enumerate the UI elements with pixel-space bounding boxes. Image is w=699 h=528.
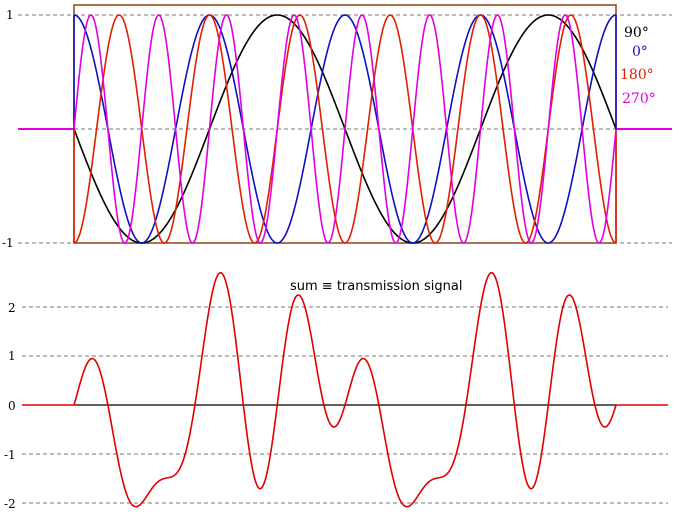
- legend-0deg: 0°: [632, 44, 648, 60]
- top-ytick-label-1: 1: [6, 8, 14, 22]
- top-ytick-label-neg1: -1: [2, 236, 14, 250]
- bottom-ytick-label-0: 0: [8, 399, 16, 413]
- series-line-1: [73, 14, 617, 244]
- top-chart: 1 -1 90° 0° 180° 270°: [2, 4, 672, 250]
- bottom-ytick-label-1: 1: [8, 349, 16, 363]
- series-line-3: [73, 14, 617, 244]
- bottom-chart: sum ≡ transmission signal 2 1 0 -1 -2: [4, 271, 668, 511]
- bottom-series-group: [73, 271, 617, 508]
- bottom-ytick-label-neg2: -2: [4, 497, 16, 511]
- legend-180deg: 180°: [620, 67, 654, 83]
- bottom-ytick-label-2: 2: [8, 301, 16, 315]
- top-series-group: [73, 14, 617, 244]
- legend-270deg: 270°: [622, 91, 656, 107]
- sum-signal-line: [73, 271, 617, 508]
- bottom-ytick-label-neg1: -1: [4, 448, 16, 462]
- series-line-2: [73, 14, 617, 244]
- bottom-grid: [22, 306, 668, 504]
- legend-90deg: 90°: [624, 25, 649, 41]
- sum-annotation: sum ≡ transmission signal: [290, 279, 462, 294]
